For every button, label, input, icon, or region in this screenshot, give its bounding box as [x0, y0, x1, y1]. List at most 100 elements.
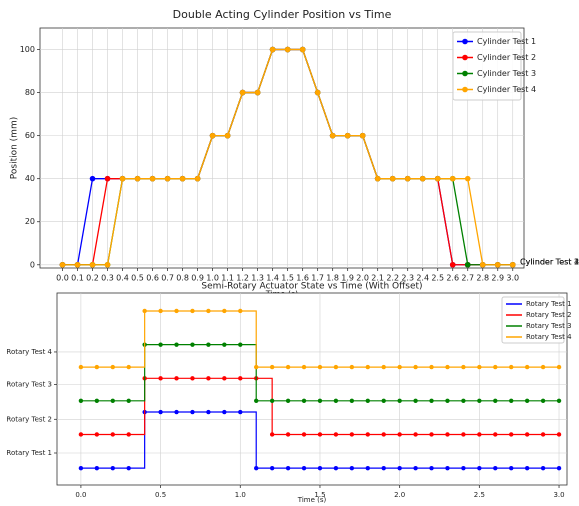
- point: [94, 465, 100, 471]
- point: [94, 398, 100, 403]
- point: [238, 409, 243, 415]
- point: [524, 398, 530, 403]
- x-tick-label: 0.5: [155, 491, 166, 499]
- x-tick-label: 2.6: [446, 274, 459, 283]
- x-tick-label: 1.3: [251, 274, 264, 283]
- point: [209, 132, 216, 139]
- point: [194, 175, 201, 182]
- point: [381, 398, 386, 403]
- point: [269, 364, 275, 370]
- point: [445, 364, 450, 370]
- legend-label: Cylinder Test 1: [477, 37, 536, 46]
- x-tick-label: 0.3: [101, 274, 114, 283]
- point: [434, 175, 441, 182]
- point: [190, 342, 195, 347]
- point: [333, 364, 339, 370]
- point: [174, 342, 179, 347]
- annotation: Cylinder Test 2: 0: [520, 258, 579, 267]
- point: [509, 398, 514, 403]
- x-tick-label: 1.5: [314, 491, 325, 499]
- point: [317, 398, 323, 403]
- point: [126, 398, 131, 403]
- x-tick-label: 2.2: [386, 274, 399, 283]
- point: [493, 364, 498, 370]
- point: [344, 132, 351, 139]
- point: [317, 465, 323, 471]
- chart-title: Semi-Rotary Actuator State vs Time (With…: [201, 282, 422, 292]
- point: [158, 342, 163, 347]
- point: [464, 175, 471, 182]
- point: [524, 432, 530, 437]
- legend-label: Cylinder Test 2: [477, 53, 536, 62]
- y-tick-label: 100: [20, 45, 35, 54]
- point: [74, 261, 81, 268]
- point: [299, 46, 306, 53]
- annotation: Cylinder Test 3: 0: [520, 258, 579, 267]
- point: [540, 398, 546, 403]
- x-tick-label: 1.0: [235, 491, 246, 499]
- point: [413, 398, 418, 403]
- point: [419, 175, 426, 182]
- point: [174, 308, 179, 314]
- point: [509, 364, 514, 370]
- x-tick-label: 2.0: [394, 491, 405, 499]
- x-tick-label: 2.5: [431, 274, 444, 283]
- point: [329, 132, 336, 139]
- x-tick-label: 1.5: [281, 274, 294, 283]
- x-tick-label: 0.0: [75, 491, 86, 499]
- legend-box: [452, 31, 522, 101]
- point: [540, 432, 546, 437]
- point: [190, 409, 195, 415]
- point: [493, 465, 498, 471]
- plot-area: [39, 27, 525, 269]
- legend-marker: [462, 86, 468, 93]
- annotation: Cylinder Test 1: 0: [520, 258, 579, 267]
- x-tick-label: 2.0: [356, 274, 369, 283]
- point: [429, 398, 434, 403]
- point: [206, 342, 211, 347]
- y-tick-label: 0: [30, 260, 35, 269]
- point: [222, 376, 227, 381]
- point: [479, 261, 486, 268]
- y-tick-label: 20: [25, 217, 35, 226]
- point: [365, 364, 370, 370]
- x-tick-label: 1.7: [311, 274, 324, 283]
- x-tick-label: 0.5: [131, 274, 144, 283]
- point: [269, 432, 275, 437]
- point: [464, 261, 471, 268]
- point: [314, 89, 321, 96]
- x-tick-label: 1.4: [266, 274, 279, 283]
- point: [126, 364, 131, 370]
- point: [413, 364, 418, 370]
- legend-label: Rotary Test 2: [526, 311, 572, 319]
- point: [254, 89, 261, 96]
- point: [461, 465, 466, 471]
- point: [493, 432, 498, 437]
- point: [461, 398, 466, 403]
- point: [556, 364, 562, 370]
- x-tick-label: 1.8: [326, 274, 339, 283]
- point: [556, 465, 562, 471]
- y-tick-label: 80: [25, 88, 35, 97]
- point: [359, 132, 366, 139]
- point: [445, 398, 450, 403]
- y-tick-label: Rotary Test 2: [6, 415, 52, 423]
- point: [158, 376, 163, 381]
- point: [254, 398, 259, 403]
- point: [158, 409, 163, 415]
- legend-label: Rotary Test 1: [526, 300, 572, 308]
- x-tick-label: 0.6: [146, 274, 159, 283]
- point: [524, 364, 530, 370]
- point: [445, 432, 450, 437]
- point: [222, 409, 227, 415]
- point: [317, 432, 323, 437]
- point: [134, 175, 141, 182]
- point: [206, 409, 211, 415]
- point: [540, 465, 546, 471]
- x-tick-label: 3.0: [553, 491, 564, 499]
- point: [238, 308, 243, 314]
- point: [349, 398, 355, 403]
- point: [285, 432, 291, 437]
- point: [461, 364, 466, 370]
- point: [381, 465, 386, 471]
